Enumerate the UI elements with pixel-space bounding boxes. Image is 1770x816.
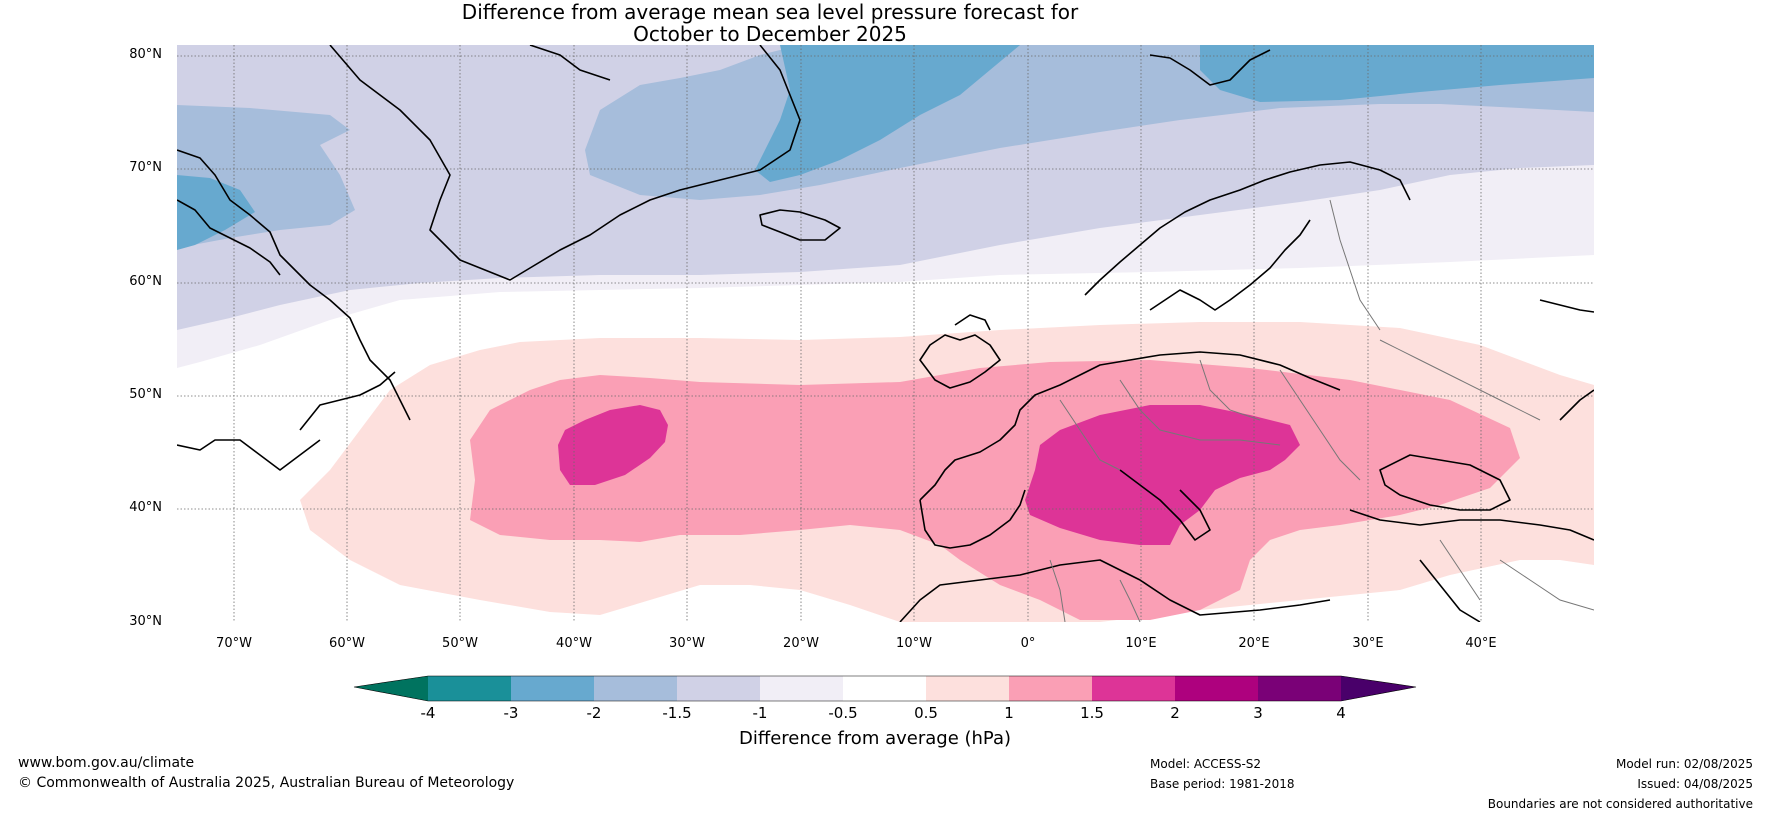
lat-label-80n: 80°N xyxy=(129,47,162,62)
colorbar-tick: 1 xyxy=(1004,704,1014,722)
model-run-date: Model run: 02/08/2025 xyxy=(1615,757,1753,771)
contour-neg-2 xyxy=(755,45,1020,182)
colorbar-tick: 1.5 xyxy=(1080,704,1104,722)
colorbar-bin-10 xyxy=(1175,676,1258,701)
contour-neg-1 xyxy=(177,45,1594,330)
colorbar-tick: 3 xyxy=(1253,704,1263,722)
lon-label-50w: 50°W xyxy=(442,636,478,651)
lon-label-20e: 20°E xyxy=(1238,636,1270,651)
lon-label-40w: 40°W xyxy=(556,636,592,651)
lat-label-60n: 60°N xyxy=(129,274,162,289)
lon-label-0: 0° xyxy=(1020,636,1036,651)
model-name: Model: ACCESS-S2 xyxy=(1150,757,1262,771)
colorbar-bin-3 xyxy=(594,676,677,701)
colorbar-tick: 0.5 xyxy=(914,704,938,722)
graticule xyxy=(177,45,1594,622)
lon-label-70w: 70°W xyxy=(216,636,252,651)
website-link[interactable]: www.bom.gov.au/climate xyxy=(18,755,195,771)
colorbar-bin-11 xyxy=(1258,676,1341,701)
lat-label-50n: 50°N xyxy=(129,387,162,402)
colorbar-bin-9 xyxy=(1092,676,1175,701)
contour-neg-2-west xyxy=(177,175,255,250)
colorbar-above-max xyxy=(1341,676,1416,701)
lon-label-60w: 60°W xyxy=(329,636,365,651)
colorbar-bin-6 xyxy=(843,676,926,701)
lat-label-40n: 40°N xyxy=(129,500,162,515)
colorbar-tick: -4 xyxy=(420,704,436,722)
colorbar-bin-2 xyxy=(511,676,594,701)
colorbar-tick: -3 xyxy=(503,704,519,722)
lon-label-40e: 40°E xyxy=(1465,636,1497,651)
colorbar-tick: -0.5 xyxy=(828,704,858,722)
colorbar-below-min xyxy=(354,676,428,701)
colorbar-tick: 4 xyxy=(1336,704,1346,722)
colorbar xyxy=(353,675,1417,702)
colorbar-tick: -1.5 xyxy=(662,704,692,722)
colorbar-bin-5 xyxy=(760,676,843,701)
colorbar-tick: -1 xyxy=(752,704,768,722)
contour-neg-2-east xyxy=(1200,45,1594,102)
contour-pos-1-5-atlantic xyxy=(558,405,668,485)
map-title-line2: October to December 2025 xyxy=(633,22,907,46)
colorbar-bin-1 xyxy=(428,676,511,701)
colorbar-tick: 2 xyxy=(1170,704,1180,722)
lon-label-20w: 20°W xyxy=(783,636,819,651)
coastlines xyxy=(177,45,1594,622)
lon-label-30w: 30°W xyxy=(669,636,705,651)
colorbar-tick: -2 xyxy=(586,704,602,722)
base-period: Base period: 1981-2018 xyxy=(1150,777,1295,791)
map-title-line1: Difference from average mean sea level p… xyxy=(461,0,1079,24)
lon-label-10w: 10°W xyxy=(896,636,932,651)
lat-label-70n: 70°N xyxy=(129,160,162,175)
lon-label-30e: 30°E xyxy=(1352,636,1384,651)
colorbar-bin-7 xyxy=(926,676,1009,701)
lon-label-10e: 10°E xyxy=(1125,636,1157,651)
issued-date: Issued: 04/08/2025 xyxy=(1637,777,1753,791)
colorbar-bin-8 xyxy=(1009,676,1092,701)
country-borders xyxy=(1049,199,1594,622)
lat-label-30n: 30°N xyxy=(129,614,162,629)
copyright-text: © Commonwealth of Australia 2025, Austra… xyxy=(18,775,515,791)
colorbar-title: Difference from average (hPa) xyxy=(738,728,1012,749)
boundaries-disclaimer: Boundaries are not considered authoritat… xyxy=(1487,797,1753,811)
colorbar-bin-4 xyxy=(677,676,760,701)
